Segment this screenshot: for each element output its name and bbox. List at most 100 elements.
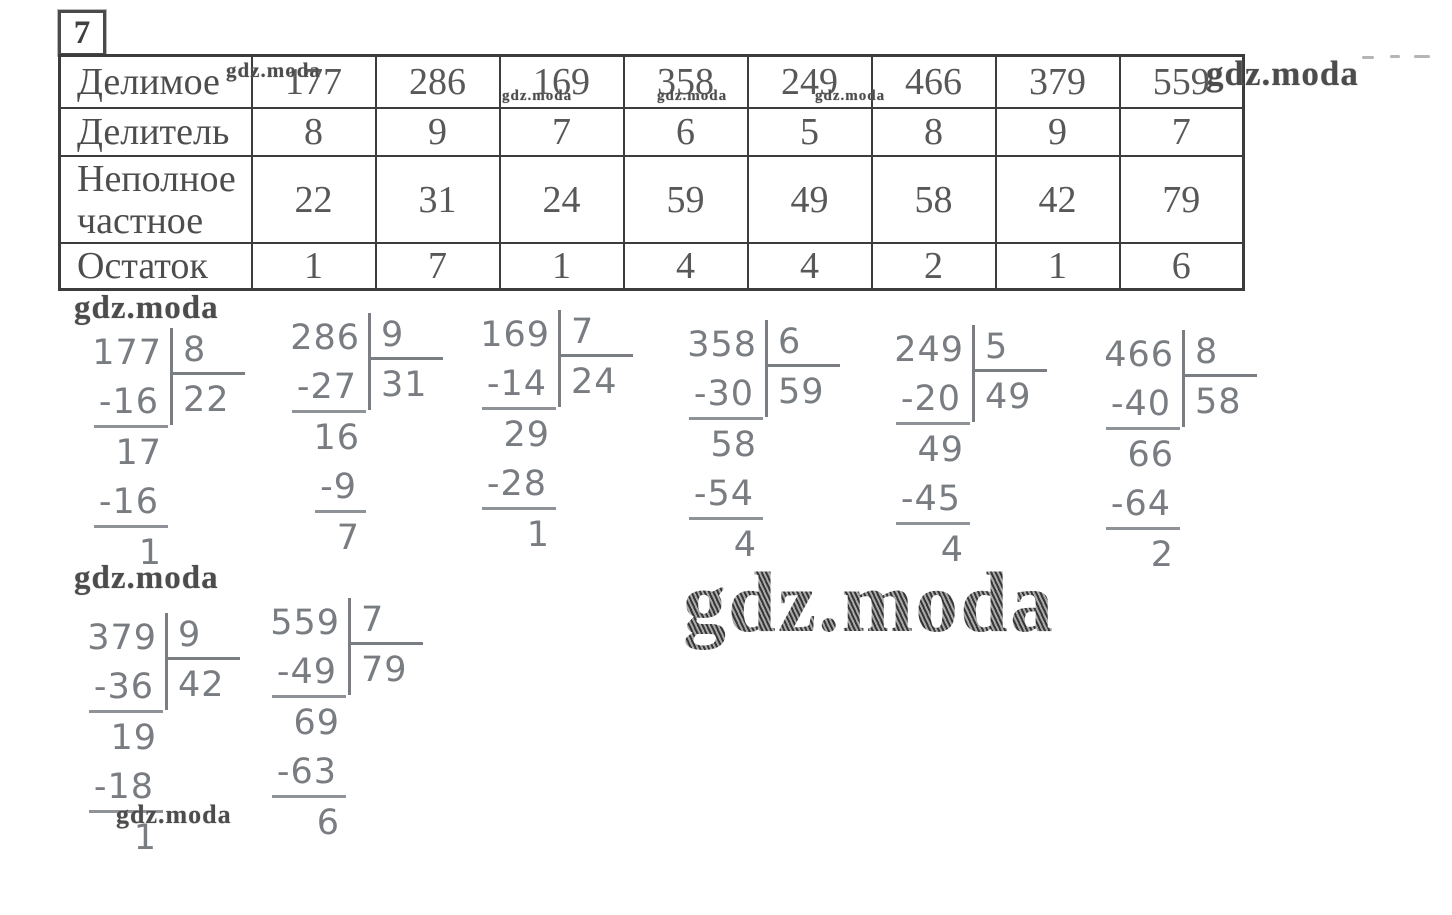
final-remainder: 1 (526, 515, 550, 555)
table-cell: 1 (250, 242, 377, 291)
quotient: 58 (1195, 382, 1242, 422)
table-cell: 79 (1118, 155, 1245, 244)
problem-number: 7 (73, 14, 91, 51)
subtraction-step: -9 (315, 463, 366, 513)
watermark: gdz.moda (502, 88, 573, 104)
scan-artifact-dash (1390, 55, 1400, 58)
divisor: 5 (975, 325, 1047, 372)
partial-remainder: 29 (503, 415, 550, 455)
dividend: 379 (87, 618, 157, 658)
long-division-block-249-5: 249 -20 49 -45 4 5 49 (876, 325, 1047, 575)
table-row-dividend: Делимое 177 286 169 358 249 466 379 559 (58, 54, 1245, 109)
dividend: 249 (894, 330, 964, 370)
division-answer-table: Делимое 177 286 169 358 249 466 379 559 … (58, 54, 1245, 291)
table-cell: 7 (498, 107, 625, 157)
partial-remainder: 19 (110, 718, 157, 758)
table-cell: 24 (498, 155, 625, 244)
long-division-block-466-8: 466 -40 66 -64 2 8 58 (1086, 330, 1257, 580)
subtraction-step: -14 (481, 360, 556, 410)
long-division-block-379-9: 379 -36 19 -18 1 9 42 (69, 613, 240, 863)
table-cell: 58 (870, 155, 997, 244)
quotient: 22 (183, 380, 230, 420)
scan-artifact-dash (1362, 56, 1374, 59)
table-cell: 42 (994, 155, 1121, 244)
table-cell: 8 (250, 107, 377, 157)
divisor: 9 (168, 613, 240, 660)
subtraction-step: -54 (688, 470, 763, 520)
table-row-partial-quotient: Неполное частное 22 31 24 59 49 58 42 79 (58, 155, 1245, 244)
table-cell: 49 (746, 155, 873, 244)
dividend: 358 (687, 325, 757, 365)
watermark: gdz.moda (74, 560, 219, 596)
subtraction-step: -45 (895, 475, 970, 525)
divisor: 6 (768, 320, 840, 367)
quotient: 31 (381, 365, 428, 405)
table-cell: 7 (1118, 107, 1245, 157)
table-cell: 1 (994, 242, 1121, 291)
table-cell: 7 (374, 242, 501, 291)
long-division-block-169-7: 169 -14 29 -28 1 7 24 (462, 310, 633, 560)
table-cell: 59 (622, 155, 749, 244)
divisor: 7 (351, 598, 423, 645)
table-row-remainder: Остаток 1 7 1 4 4 2 1 6 (58, 242, 1245, 291)
subtraction-step: -16 (93, 378, 168, 428)
long-division-block-559-7: 559 -49 69 -63 6 7 79 (252, 598, 423, 848)
table-cell: 8 (870, 107, 997, 157)
divisor: 9 (371, 313, 443, 360)
row-label: Делитель (58, 107, 253, 157)
table-cell: 6 (1118, 242, 1245, 291)
watermark: gdz.moda (74, 290, 219, 326)
subtraction-step: -63 (271, 748, 346, 798)
table-cell: 466 (870, 54, 997, 109)
subtraction-step: -27 (291, 363, 366, 413)
long-division-block-286-9: 286 -27 16 -9 7 9 31 (272, 313, 443, 563)
final-remainder: 1 (138, 533, 162, 573)
long-division-block-177-8: 177 -16 17 -16 1 8 22 (74, 328, 245, 578)
final-remainder: 2 (1150, 535, 1174, 575)
watermark: gdz.moda (1206, 54, 1359, 93)
subtraction-step: -30 (688, 370, 763, 420)
partial-remainder: 17 (115, 433, 162, 473)
subtraction-step: -64 (1105, 480, 1180, 530)
watermark: gdz.moda (657, 88, 728, 104)
table-cell: 177 (250, 54, 377, 109)
dividend: 466 (1104, 335, 1174, 375)
quotient: 59 (778, 372, 825, 412)
scan-artifact-dash (1414, 55, 1430, 58)
watermark: gdz.moda (116, 800, 232, 829)
table-row-divisor: Делитель 8 9 7 6 5 8 9 7 (58, 107, 1245, 157)
table-cell: 22 (250, 155, 377, 244)
final-remainder: 4 (733, 525, 757, 565)
subtraction-step: -20 (895, 375, 970, 425)
quotient: 49 (985, 377, 1032, 417)
row-label: Делимое (58, 54, 253, 109)
partial-remainder: 69 (293, 703, 340, 743)
row-label: Неполное частное (58, 155, 253, 244)
row-label: Остаток (58, 242, 253, 291)
subtraction-step: -36 (88, 663, 163, 713)
divisor: 8 (173, 328, 245, 375)
table-cell: 379 (994, 54, 1121, 109)
table-cell: 358 (622, 54, 749, 109)
quotient: 24 (571, 362, 618, 402)
quotient: 79 (361, 650, 408, 690)
table-cell: 9 (994, 107, 1121, 157)
partial-remainder: 58 (710, 425, 757, 465)
dividend: 559 (270, 603, 340, 643)
table-cell: 9 (374, 107, 501, 157)
table-cell: 4 (622, 242, 749, 291)
table-cell: 6 (622, 107, 749, 157)
subtraction-step: -28 (481, 460, 556, 510)
divisor: 7 (561, 310, 633, 357)
watermark: gdz.moda (815, 88, 886, 104)
final-remainder: 6 (316, 803, 340, 843)
subtraction-step: -18 (88, 763, 163, 813)
subtraction-step: -40 (1105, 380, 1180, 430)
table-cell: 2 (870, 242, 997, 291)
subtraction-step: -49 (271, 648, 346, 698)
dividend: 169 (480, 315, 550, 355)
watermark: gdz.moda (226, 58, 321, 82)
table-cell: 559 (1118, 54, 1245, 109)
subtraction-step: -16 (93, 478, 168, 528)
table-cell: 169 (498, 54, 625, 109)
